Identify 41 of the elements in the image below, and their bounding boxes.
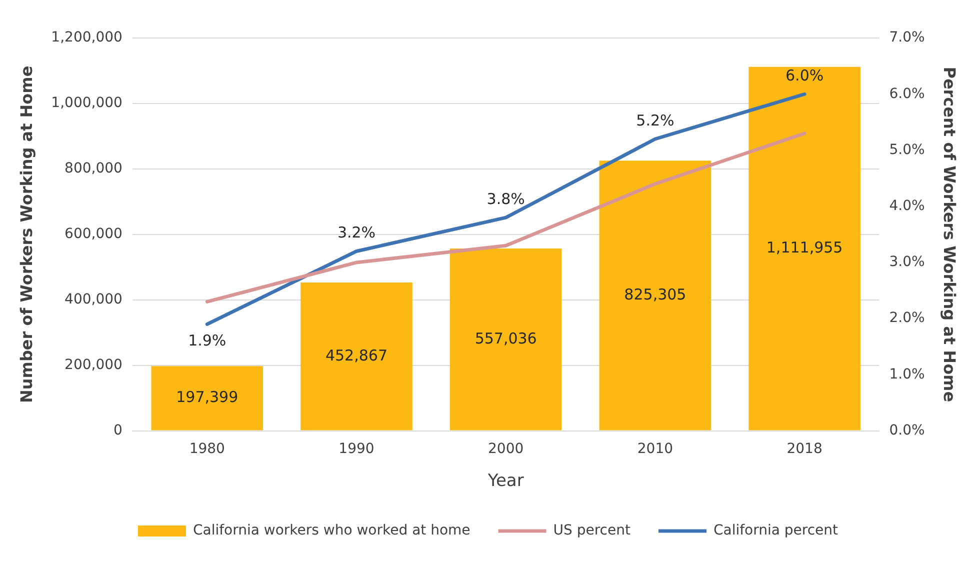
data-label: 825,305 [624,285,686,304]
data-label: 452,867 [325,346,388,364]
y-tick-label: 0 [114,422,122,438]
data-label: 197,399 [176,388,238,406]
x-tick-label: 2000 [488,440,524,457]
y2-tick-label: 4.0% [889,198,925,214]
y2-tick-label: 5.0% [889,142,925,158]
legend-label: US percent [553,522,631,539]
x-axis-title: Year [486,471,524,492]
data-label: 6.0% [786,66,824,85]
y2-tick-label: 7.0% [889,30,925,46]
data-label: 557,036 [474,329,537,348]
y2-tick-label: 6.0% [889,86,925,102]
x-tick-label: 2018 [786,440,822,457]
x-tick-label: 2010 [637,440,674,457]
x-tick-label: 1990 [338,440,374,457]
data-label: 3.2% [337,224,376,242]
x-tick-label: 1980 [189,440,225,457]
y2-axis-title: Percent of Workers Working at Home [940,66,960,402]
y-tick-label: 800,000 [64,160,122,177]
y-tick-label: 200,000 [64,356,122,373]
y-tick-label: 400,000 [64,292,122,308]
y-tick-label: 600,000 [64,226,122,242]
y2-tick-label: 2.0% [889,310,925,326]
y2-tick-label: 3.0% [889,254,925,270]
bar [300,282,412,430]
bar [748,66,860,430]
data-label: 1,111,955 [766,238,843,256]
bar [151,366,264,430]
y2-tick-label: 1.0% [889,366,925,382]
y-tick-label: 1,000,000 [51,95,122,112]
data-label: 3.8% [486,190,525,208]
legend-label: California percent [713,522,839,539]
y-axis-title: Number of Workers Working at Home [16,66,36,403]
data-label: 5.2% [636,111,674,130]
legend-label: California workers who worked at home [192,522,470,539]
y2-tick-label: 0.0% [889,422,925,438]
bar [450,248,562,430]
data-label: 1.9% [188,332,226,350]
y-tick-label: 1,200,000 [51,30,122,46]
bar [599,160,712,430]
